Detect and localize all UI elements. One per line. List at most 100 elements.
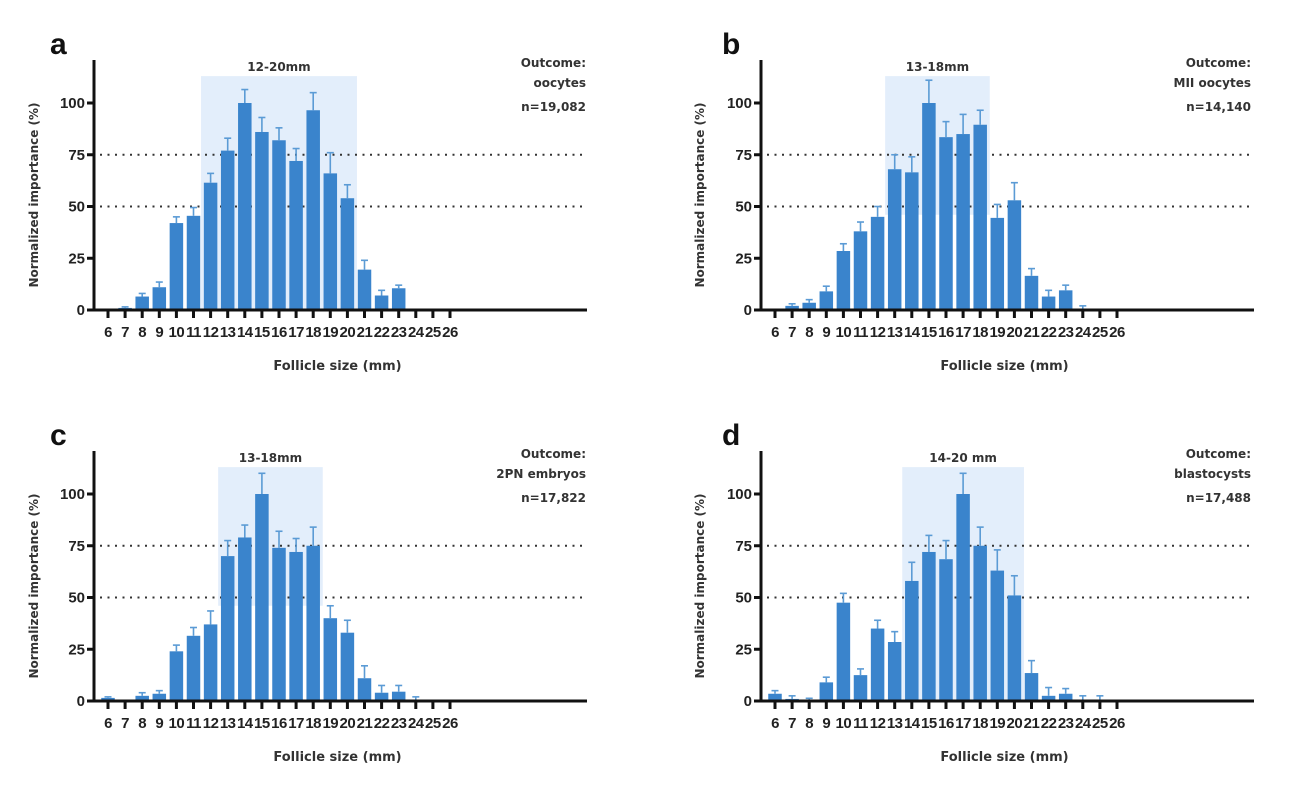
x-tick-label: 17 [288,324,304,341]
bar-20 [340,198,355,310]
x-tick-label: 14 [237,715,254,732]
bar-14 [238,103,252,310]
bar-12 [203,182,218,310]
x-tick-label: 9 [155,324,163,341]
y-axis-title: Normalized importance (%) [27,493,41,678]
outcome-value: MII oocytes [1174,76,1252,90]
y-tick-label: 25 [68,641,85,658]
bar-14 [905,172,919,310]
y-tick-label: 25 [735,250,752,267]
bar-22 [1041,695,1056,701]
x-tick-label: 14 [904,715,921,732]
x-tick-label: 22 [1041,324,1057,341]
bar-10 [836,602,851,701]
sample-size: n=17,488 [1186,491,1251,505]
x-tick-label: 19 [989,715,1005,732]
bar-18 [973,124,987,310]
bar-21 [1024,275,1039,310]
x-tick-label: 21 [357,324,373,341]
bar-19 [323,618,338,701]
bar-12 [203,624,218,701]
outcome-label: Outcome: [521,447,586,461]
highlight-range-label: 14-20 mm [929,451,997,465]
y-axis-title: Normalized importance (%) [693,102,707,287]
bar-15 [255,494,269,701]
bar-19 [323,173,338,310]
x-tick-label: 15 [254,715,270,732]
bar-11 [186,635,201,701]
bar-10 [169,651,184,701]
bar-9 [152,693,167,701]
x-tick-label: 22 [1041,715,1057,732]
x-tick-label: 19 [989,324,1005,341]
bar-22 [374,295,389,310]
x-tick-label: 24 [408,324,425,341]
bar-15 [922,551,936,701]
x-tick-label: 7 [788,715,796,732]
x-tick-label: 16 [938,324,954,341]
bar-19 [990,570,1005,701]
x-tick-label: 24 [408,715,425,732]
y-tick-label: 50 [68,199,85,216]
bar-16 [939,137,953,310]
bar-11 [853,675,868,701]
bar-21 [1024,673,1039,701]
x-tick-label: 9 [822,324,830,341]
x-tick-label: 26 [1109,324,1125,341]
bar-20 [1007,595,1022,701]
bar-15 [255,131,269,310]
bar-23 [391,691,406,701]
bar-9 [152,287,167,310]
panel-letter: c [50,419,67,452]
bar-18 [306,110,320,311]
x-tick-label: 25 [1092,715,1108,732]
x-axis-title: Follicle size (mm) [273,750,401,765]
x-tick-label: 19 [322,715,338,732]
x-tick-label: 23 [1058,715,1074,732]
x-tick-label: 10 [836,324,852,341]
y-tick-label: 100 [727,486,752,503]
bar-20 [340,632,355,701]
bar-14 [905,580,919,701]
sample-size: n=17,822 [521,491,586,505]
sample-size: n=14,140 [1186,100,1251,114]
outcome-label: Outcome: [1186,56,1251,70]
y-tick-label: 25 [735,641,752,658]
x-tick-label: 23 [391,715,407,732]
bar-13 [887,642,902,701]
x-tick-label: 16 [271,324,287,341]
x-tick-label: 20 [340,324,356,341]
x-tick-label: 16 [938,715,954,732]
bar-17 [956,494,970,701]
y-tick-label: 0 [77,302,85,319]
x-tick-label: 17 [288,715,304,732]
chart-panel-c: 13-18mm 0 25 50 75 100 6 7 8 9 10 11 12 13 14 15 16 17 18 1… [27,419,587,765]
x-tick-label: 14 [237,324,254,341]
x-tick-label: 17 [955,324,971,341]
x-tick-label: 18 [305,715,321,732]
panel-letter: b [722,28,740,61]
x-tick-label: 25 [425,715,441,732]
bar-22 [374,692,389,701]
bar-18 [306,545,320,701]
x-tick-label: 19 [322,324,338,341]
highlight-range-label: 13-18mm [239,451,302,465]
bar-6 [101,697,115,701]
bar-7 [785,305,799,310]
bar-12 [870,628,885,701]
bar-17 [289,160,303,310]
y-tick-label: 25 [68,250,85,267]
x-tick-label: 21 [1024,324,1040,341]
x-tick-label: 7 [121,715,129,732]
panel-letter: d [722,419,740,452]
bar-15 [922,103,936,310]
x-tick-label: 15 [254,324,270,341]
bar-10 [836,251,851,310]
x-tick-label: 23 [1058,324,1074,341]
x-tick-label: 17 [955,715,971,732]
y-tick-label: 0 [744,302,752,319]
outcome-value: oocytes [534,76,586,90]
x-axis-title: Follicle size (mm) [940,359,1068,374]
x-axis-title: Follicle size (mm) [273,359,401,374]
